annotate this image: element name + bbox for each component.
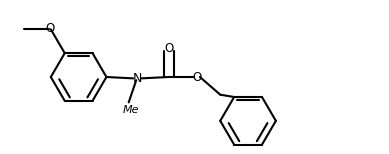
Text: O: O: [192, 71, 202, 83]
Text: N: N: [132, 72, 142, 85]
Text: Me: Me: [123, 105, 139, 115]
Text: O: O: [165, 42, 173, 55]
Text: O: O: [45, 22, 54, 35]
